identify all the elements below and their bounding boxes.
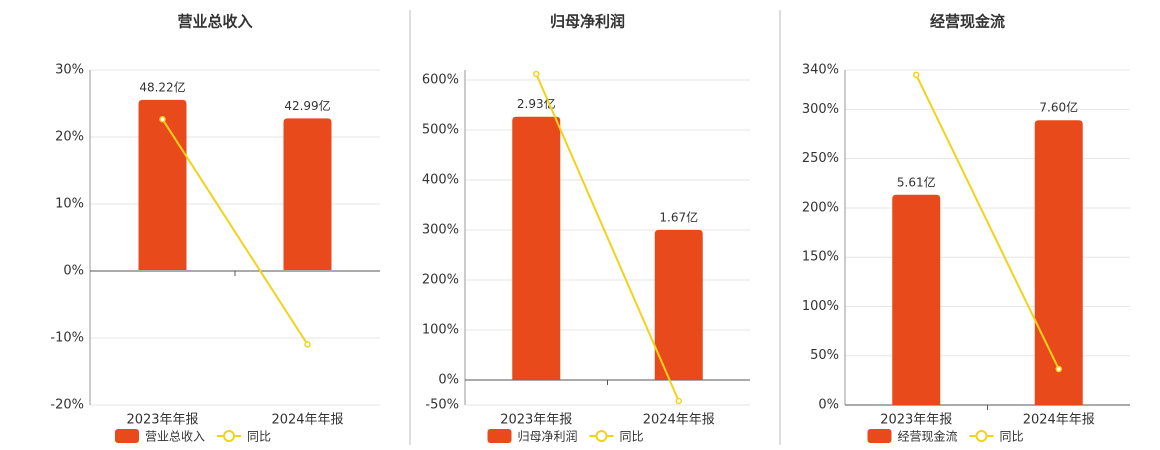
value-label: 48.22亿 [139, 79, 185, 94]
line [915, 74, 1060, 370]
y-tick-label: 500% [422, 123, 459, 138]
y-tick-label: 30% [55, 63, 84, 78]
y-tick-label: 400% [422, 173, 459, 188]
legend-swatch [867, 429, 892, 443]
y-tick-label: -20% [50, 398, 84, 413]
x-tick-label: 2023年年报 [880, 413, 952, 428]
value-label: 5.61亿 [897, 174, 936, 189]
y-tick-label: 0% [818, 398, 839, 413]
y-tick-label: 340% [802, 63, 839, 78]
bar [654, 229, 703, 380]
legend-swatch [223, 430, 236, 442]
line [535, 73, 680, 402]
x-tick-label: 2024年年报 [1023, 413, 1095, 428]
legend-label: 归母净利润 [518, 430, 578, 444]
x-tick-label: 2024年年报 [271, 413, 343, 428]
bar [138, 99, 187, 270]
y-tick-label: 100% [802, 299, 839, 314]
y-tick-label: -10% [50, 331, 84, 346]
y-tick-label: 200% [422, 273, 459, 288]
y-tick-label: 250% [802, 151, 839, 166]
y-tick-label: 50% [810, 348, 839, 363]
bar [283, 118, 332, 270]
line [161, 118, 309, 345]
legend-label: 营业总收入 [145, 430, 205, 444]
y-tick-label: 0% [63, 264, 84, 279]
value-label: 42.99亿 [284, 98, 330, 113]
y-tick-label: 600% [422, 73, 459, 88]
y-tick-label: 10% [55, 197, 84, 212]
value-label: 7.60亿 [1039, 100, 1078, 115]
bar [892, 194, 941, 405]
legend-label: 经营现金流 [898, 429, 958, 444]
legend-label: 同比 [620, 430, 644, 444]
chart-title: 经营现金流 [930, 13, 1005, 31]
bar [1034, 120, 1083, 405]
chart-title: 归母净利润 [550, 13, 625, 31]
value-label: 1.67亿 [659, 209, 698, 224]
point [159, 115, 166, 123]
y-tick-label: 150% [802, 250, 839, 265]
y-tick-label: 20% [55, 130, 84, 145]
x-tick-label: 2023年年报 [500, 413, 572, 428]
point [304, 341, 311, 348]
point [913, 71, 920, 79]
legend-label: 同比 [1000, 430, 1024, 444]
point [675, 397, 682, 405]
x-tick-label: 2024年年报 [643, 413, 715, 428]
point [1055, 365, 1062, 373]
value-label: 2.93亿 [517, 96, 556, 111]
legend-swatch [115, 429, 139, 443]
legend-swatch [975, 430, 988, 442]
legend-label: 同比 [247, 430, 271, 444]
point [533, 70, 540, 78]
y-tick-label: 300% [422, 223, 459, 238]
bar [512, 116, 561, 380]
chart-title: 营业总收入 [177, 13, 252, 31]
legend-swatch [595, 430, 608, 442]
x-tick-label: 2023年年报 [126, 413, 198, 428]
y-tick-label: 300% [802, 102, 839, 117]
y-tick-label: 0% [438, 373, 459, 388]
y-tick-label: 100% [422, 323, 459, 338]
y-tick-label: -50% [425, 398, 459, 413]
legend-swatch [487, 429, 512, 443]
y-tick-label: 200% [802, 200, 839, 215]
